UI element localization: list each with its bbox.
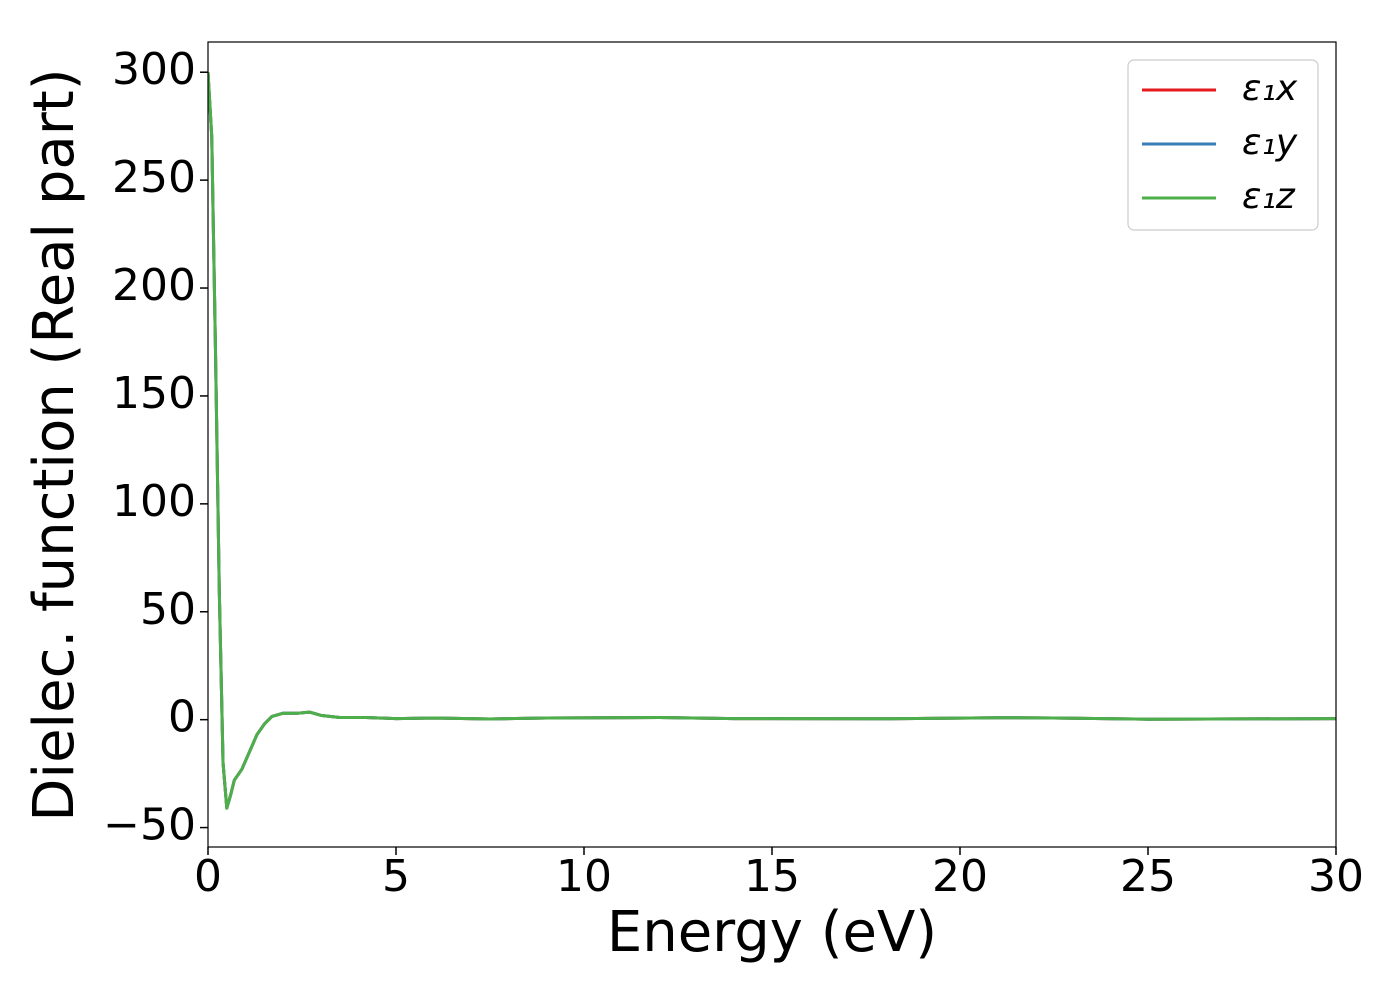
legend-label: ε₁y <box>1242 122 1298 163</box>
x-tick-label: 5 <box>382 851 410 902</box>
legend-label: ε₁x <box>1242 68 1298 109</box>
x-tick-label: 0 <box>194 851 222 902</box>
x-tick-label: 10 <box>556 851 612 902</box>
x-axis-label: Energy (eV) <box>607 900 937 965</box>
x-tick-label: 30 <box>1308 851 1364 902</box>
x-tick-label: 25 <box>1120 851 1176 902</box>
x-tick-label: 15 <box>744 851 800 902</box>
y-tick-label: 150 <box>112 368 196 419</box>
y-tick-label: 200 <box>112 260 196 311</box>
legend-label: ε₁z <box>1242 176 1296 217</box>
y-tick-label: −50 <box>103 800 196 851</box>
y-tick-label: 300 <box>112 44 196 95</box>
y-tick-label: 0 <box>168 692 196 743</box>
x-tick-label: 20 <box>932 851 988 902</box>
legend-box <box>1127 59 1319 231</box>
series-line <box>208 72 1336 810</box>
y-axis-label: Dielec. function (Real part) <box>22 68 87 821</box>
y-tick-label: 100 <box>112 476 196 527</box>
plot-frame <box>207 41 1337 848</box>
y-tick-label: 250 <box>112 152 196 203</box>
y-tick-label: 50 <box>140 584 196 635</box>
